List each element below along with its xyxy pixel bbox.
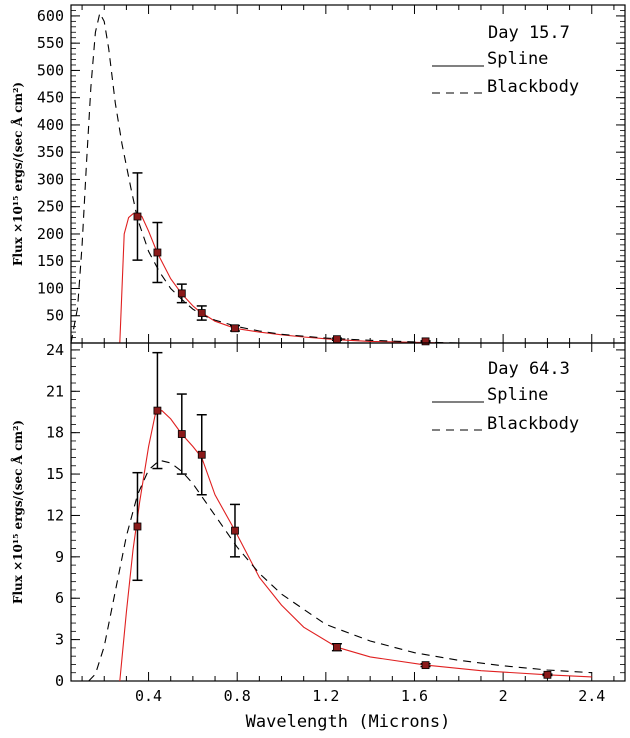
top-spline-curve — [119, 212, 448, 344]
top-legend-spline-label: Spline — [487, 49, 548, 69]
bottom-panel-data-points — [132, 351, 553, 679]
bottom-y-tick-label: 9 — [55, 548, 64, 566]
bottom-y-tick-label: 12 — [46, 506, 64, 524]
top-panel-ticks: 50 100 150 200 250 300 350 400 450 500 550 600 — [37, 4, 625, 344]
bottom-y-tick-label: 0 — [55, 672, 64, 690]
bottom-y-tick-label: 3 — [55, 631, 64, 649]
top-y-tick-label: 350 — [37, 143, 64, 161]
bottom-y-tick-label: 6 — [55, 589, 64, 607]
top-data-point — [133, 212, 142, 221]
bottom-data-point — [153, 406, 162, 415]
bottom-data-point — [197, 450, 206, 459]
bottom-data-point — [133, 522, 142, 531]
x-tick-label: 2 — [499, 687, 508, 705]
top-panel-data-points — [132, 172, 431, 346]
bottom-data-point — [177, 430, 186, 438]
top-data-point — [333, 335, 341, 344]
bottom-y-tick-label: 21 — [46, 382, 64, 400]
bottom-y-tick-label: 24 — [46, 341, 64, 359]
top-data-point — [153, 248, 162, 257]
x-tick-label: 1.2 — [312, 687, 339, 705]
bottom-data-point — [543, 670, 552, 679]
bottom-panel-curves — [88, 409, 592, 682]
top-y-tick-label: 300 — [37, 170, 64, 188]
top-panel-curves — [70, 11, 459, 344]
top-data-point — [177, 289, 186, 298]
bottom-panel-y-axis-label: Flux ×10¹⁵ ergs/(sec Å cm²) — [10, 420, 25, 604]
x-axis-label: Wavelength (Microns) — [246, 712, 451, 732]
top-y-tick-label: 150 — [37, 252, 64, 270]
top-y-tick-label: 250 — [37, 198, 64, 216]
bottom-data-point — [231, 526, 239, 535]
top-y-tick-label: 550 — [37, 34, 64, 52]
bottom-legend-blackbody-label: Blackbody — [487, 414, 579, 434]
x-tick-label: 0.4 — [135, 687, 162, 705]
top-data-point — [197, 309, 206, 317]
bottom-y-tick-label: 15 — [46, 465, 64, 483]
bottom-panel-day-label: Day 64.3 — [488, 359, 570, 379]
x-tick-label: 0.8 — [224, 687, 251, 705]
top-y-tick-label: 450 — [37, 89, 64, 107]
top-y-tick-label: 100 — [37, 279, 64, 297]
top-data-point — [421, 337, 430, 346]
bottom-legend-spline-label: Spline — [487, 385, 548, 405]
top-panel-day-15-7: 50 100 150 200 250 300 350 400 450 500 550 600 Day … — [10, 4, 626, 346]
top-legend-blackbody-label: Blackbody — [487, 77, 579, 97]
bottom-spline-curve — [119, 409, 592, 682]
top-y-tick-label: 400 — [37, 116, 64, 134]
bottom-data-point — [333, 643, 341, 652]
top-y-tick-label: 500 — [37, 61, 64, 79]
top-panel-day-label: Day 15.7 — [488, 23, 570, 43]
x-tick-label: 1.6 — [401, 687, 428, 705]
top-blackbody-curve — [70, 11, 459, 344]
top-y-tick-label: 50 — [46, 307, 64, 325]
top-panel-y-axis-label: Flux ×10¹⁵ ergs/(sec Å cm²) — [10, 82, 25, 266]
bottom-panel-ticks: 0.4 0.8 1.2 1.6 2 2.4 0 3 6 9 12 15 18 21 24 — [46, 341, 625, 705]
top-y-tick-label: 200 — [37, 225, 64, 243]
bottom-blackbody-curve — [88, 459, 592, 682]
top-y-tick-label: 600 — [37, 7, 64, 25]
bottom-y-tick-label: 18 — [46, 424, 64, 442]
x-tick-label: 2.4 — [578, 687, 605, 705]
top-data-point — [231, 324, 239, 333]
bottom-data-point — [421, 661, 430, 670]
